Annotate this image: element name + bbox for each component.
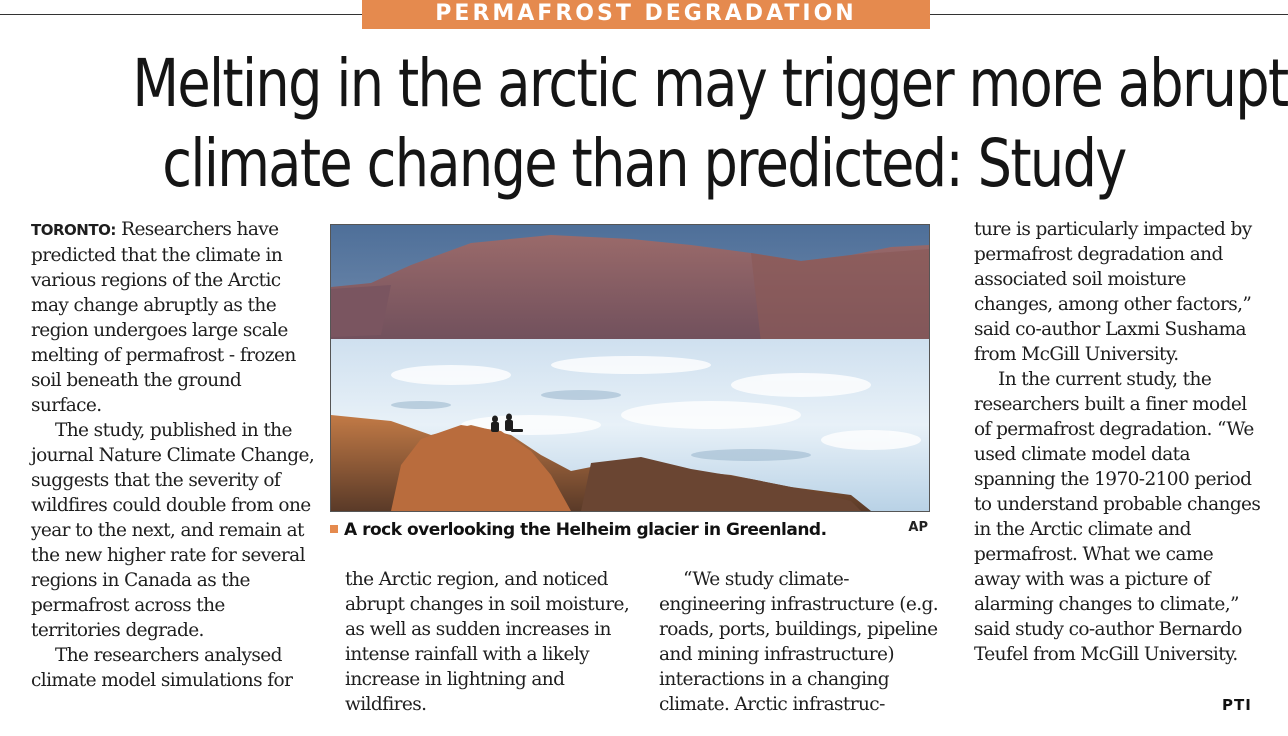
paragraph: The researchers analysed climate model s… <box>31 645 293 691</box>
photo-caption: A rock overlooking the Helheim glacier i… <box>344 520 827 540</box>
article-photo <box>330 224 930 512</box>
article-column-3: “We study climate-engineering infrastruc… <box>659 567 951 717</box>
paragraph-text: Researchers have predicted that the clim… <box>31 219 296 416</box>
agency-credit: PTI <box>1222 696 1252 714</box>
dateline: TORONTO: <box>31 221 116 239</box>
paragraph: In the current study, the researchers bu… <box>974 369 1261 665</box>
caption-bullet-icon <box>330 525 338 533</box>
article-column-4: ture is particularly impacted by permafr… <box>974 217 1262 667</box>
kicker-rule-right <box>930 14 1288 15</box>
headline-line-1: Melting in the arctic may trigger more a… <box>132 45 1288 122</box>
paragraph: The study, published in the journal Natu… <box>31 420 315 641</box>
photo-caption-bar: A rock overlooking the Helheim glacier i… <box>330 518 928 542</box>
photo-credit: AP <box>908 520 928 535</box>
paragraph: TORONTO: Researchers have predicted that… <box>31 217 316 418</box>
paragraph: the Arctic region, and noticed abrupt ch… <box>345 569 630 715</box>
people-silhouette <box>491 413 523 432</box>
article-column-1: TORONTO: Researchers have predicted that… <box>31 217 316 693</box>
headline-line-2: climate change than predicted: Study <box>162 125 1127 202</box>
glacier-photo-image <box>331 225 929 511</box>
headline: Melting in the arctic may trigger more a… <box>132 44 1288 204</box>
article-column-2: the Arctic region, and noticed abrupt ch… <box>345 567 635 717</box>
kicker-rule-left <box>0 14 362 15</box>
section-kicker: PERMAFROST DEGRADATION <box>362 0 930 29</box>
paragraph: “We study climate-engineering infrastruc… <box>659 569 939 715</box>
paragraph: ture is particularly impacted by permafr… <box>974 219 1252 365</box>
